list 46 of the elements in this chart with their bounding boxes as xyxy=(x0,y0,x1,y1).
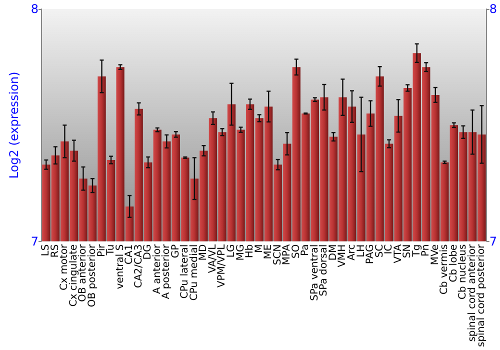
x-tick-label: DM xyxy=(328,244,339,261)
x-tick-label: CPu medial xyxy=(188,244,200,301)
x-tick-label: OB posterior xyxy=(87,243,98,308)
x-tick-label: SPa dorsal xyxy=(318,244,330,296)
x-tick-label: LH xyxy=(356,244,367,258)
x-tick-label: Hb xyxy=(244,244,256,258)
x-tick-label: SPa ventral xyxy=(309,244,320,301)
x-tick-label: CA2/CA3 xyxy=(133,244,144,288)
x-tick-label: SCN xyxy=(272,244,284,266)
x-tick-label: DG xyxy=(142,244,154,260)
y2-tick-label: 7 xyxy=(489,234,498,248)
x-tick-label: A anterior xyxy=(152,243,163,294)
x-tick-label: SN xyxy=(402,244,414,258)
x-tick-label: LS xyxy=(40,244,52,256)
x-tick-label: SC xyxy=(374,244,386,258)
x-tick-label: Pn xyxy=(420,244,432,256)
x-tick-label: SO xyxy=(290,244,302,259)
x-tick-label: ventral S xyxy=(114,244,126,290)
x-tick-label: MPA xyxy=(282,244,293,266)
x-tick-label: Arc xyxy=(346,244,358,261)
x-tick-label: MG xyxy=(235,244,246,261)
x-tick-label: A posterior xyxy=(161,243,172,300)
x-tick-label: LG xyxy=(226,244,238,258)
x-tick-label: Tu xyxy=(106,244,117,256)
x-tick-label: VPM/VPL xyxy=(216,244,228,288)
x-tick-label: Cb lobe xyxy=(448,244,460,282)
x-tick-label: IC xyxy=(384,244,395,254)
x-tick-label: PAG xyxy=(365,244,376,264)
x-tick-label: Pa xyxy=(300,244,312,256)
y-axis-title: Log2 (expression) xyxy=(7,72,21,179)
x-tick-label: GP xyxy=(170,244,182,258)
x-tick-label: spinal cord anterior xyxy=(466,243,478,342)
y2-tick-label: 8 xyxy=(489,2,498,16)
x-tick-label: MVe xyxy=(430,244,441,266)
x-tick-label: VA/VL xyxy=(207,244,218,274)
x-tick-label: ME xyxy=(263,244,274,260)
x-tick-label: VTA xyxy=(392,244,404,264)
x-tick-label: CA1 xyxy=(124,244,136,264)
x-tick-label: RS xyxy=(50,244,61,258)
x-tick-label: Pir xyxy=(96,243,108,257)
x-tick-label: Cx cingulate xyxy=(68,244,80,307)
x-tick-label: Tg xyxy=(411,244,422,258)
x-tick-label: spinal cord posterior xyxy=(476,243,488,348)
x-tick-label: M xyxy=(254,244,265,253)
x-tick-label: MD xyxy=(198,244,210,261)
x-tick-label: VMH xyxy=(337,244,348,268)
